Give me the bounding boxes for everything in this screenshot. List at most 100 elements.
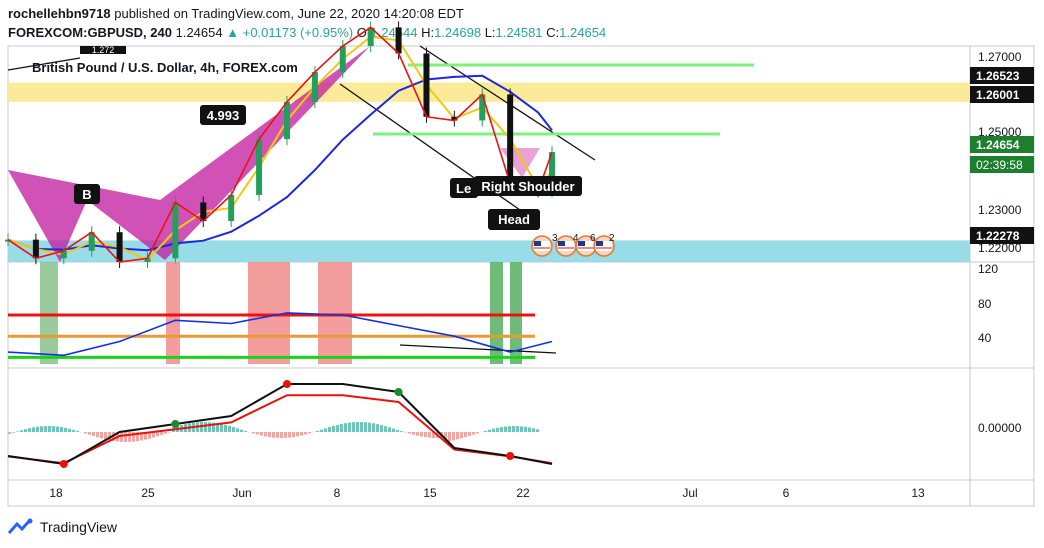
price-tick: 1.23000 [978,203,1022,217]
macd-histogram-bar [344,423,347,432]
rsi-tick: 80 [978,297,992,311]
macd-histogram-bar [348,422,351,432]
publish-line: rochellehbn9718 published on TradingView… [8,6,464,21]
candle-body [479,94,486,121]
macd-histogram-bar [500,427,503,432]
candle-body [32,239,39,259]
macd-histogram-bar [340,423,343,432]
rsi-tick: 120 [978,262,998,276]
l-label: L: [484,25,496,40]
point-b-annotation[interactable]: B [74,184,100,204]
macd-histogram-bar [272,432,275,438]
event-count-2: 4 [573,233,579,244]
macd-histogram-bar [492,428,495,432]
macd-histogram-bar [452,432,455,441]
candle-body [367,27,374,46]
macd-histogram-bar [100,432,103,439]
ratio-label: 4.993 [207,108,240,123]
macd-histogram-bar [240,429,243,432]
macd-histogram-bar [104,432,107,440]
macd-histogram-bar [16,431,19,432]
macd-histogram-bar [512,426,515,432]
macd-histogram-bar [268,432,271,438]
macd-histogram-bar [8,432,11,434]
rsi-highlight-band [318,262,352,364]
macd-histogram-bar [256,432,259,435]
time-tick: Jul [682,486,697,500]
macd-histogram-bar [232,427,235,432]
macd-pane[interactable] [7,380,553,468]
event-count-1: 3 [552,233,558,244]
macd-histogram-bar [528,427,531,432]
macd-histogram-bar [164,432,167,434]
macd-histogram-bar [316,430,319,432]
event-flag-icon[interactable]: 2 [593,233,615,257]
head-annotation[interactable]: Head [488,209,540,230]
candle-body [256,139,263,195]
macd-histogram-bar [120,432,123,442]
price-tick: 1.22000 [978,241,1022,255]
macd-histogram-bar [460,432,463,439]
macd-cross-dot [394,388,403,396]
macd-histogram-bar [320,429,323,432]
macd-histogram-bar [208,422,211,432]
candle-body [228,194,235,222]
candle-body [116,232,123,262]
macd-histogram-bar [72,429,75,432]
symbol-line: FOREXCOM:GBPUSD, 240 1.24654 ▲ +0.01173 … [8,25,606,40]
tradingview-logo: TradingView [40,519,118,535]
macd-histogram-bar [364,422,367,432]
macd-histogram-bar [488,429,491,432]
candle-body [395,27,402,54]
chart-title: British Pound / U.S. Dollar, 4h, FOREX.c… [32,60,298,75]
macd-histogram-bar [444,432,447,442]
economic-events[interactable]: 3 4 6 2 [531,233,615,257]
rsi-pane[interactable] [7,262,557,364]
open-value: 1.24644 [370,25,418,40]
macd-histogram-bar [300,432,303,436]
macd-histogram-bar [124,432,127,442]
macd-histogram-bar [464,432,467,438]
price-axis[interactable]: 1.27000 1.25000 1.23000 1.22000 [978,50,1022,255]
head-label: Head [498,212,530,227]
point-b-label: B [82,187,91,202]
event-flag-icon[interactable]: 6 [575,233,597,257]
left-shoulder-label: Le [456,181,471,196]
macd-cross-dot [282,380,291,388]
macd-axis[interactable]: 0.00000 [978,421,1022,435]
ratio-annotation[interactable]: 4.993 [200,105,246,125]
support-label: 1.22278 [976,229,1020,243]
macd-histogram-bar [420,432,423,437]
candle-body [283,101,290,140]
macd-cross-dot [59,460,68,468]
symbol-label[interactable]: FOREXCOM:GBPUSD, 240 [8,25,172,40]
macd-histogram-bar [224,424,227,432]
macd-histogram-bar [152,432,155,438]
macd-histogram-bar [308,432,311,434]
macd-histogram-bar [132,432,135,442]
candle-body [549,152,555,192]
price-pane[interactable] [5,21,970,268]
macd-histogram-bar [280,432,283,438]
publisher-name[interactable]: rochellehbn9718 [8,6,111,21]
right-shoulder-annotation[interactable]: Right Shoulder [474,176,582,196]
top-cut-annotation[interactable]: 1.272 [80,45,126,55]
macd-histogram-bar [48,426,51,432]
macd-histogram-bar [336,424,339,432]
event-flag-icon[interactable]: 3 [531,233,558,257]
rsi-axis[interactable]: 120 80 40 [978,262,998,345]
macd-histogram-bar [456,432,459,440]
macd-histogram-bar [40,426,43,432]
macd-histogram-bar [92,432,95,437]
chart-border [7,45,1035,507]
macd-histogram-bar [396,429,399,432]
macd-histogram-bar [400,431,403,432]
macd-histogram-bar [168,432,171,433]
time-axis[interactable]: 18 25 Jun 8 15 22 Jul 6 13 [49,486,925,500]
close-value: 1.24654 [559,25,607,40]
left-shoulder-annotation[interactable]: Le [450,178,478,198]
macd-tick: 0.00000 [978,421,1022,435]
macd-histogram-bar [52,426,55,432]
tradingview-footer[interactable]: TradingView [8,518,117,536]
